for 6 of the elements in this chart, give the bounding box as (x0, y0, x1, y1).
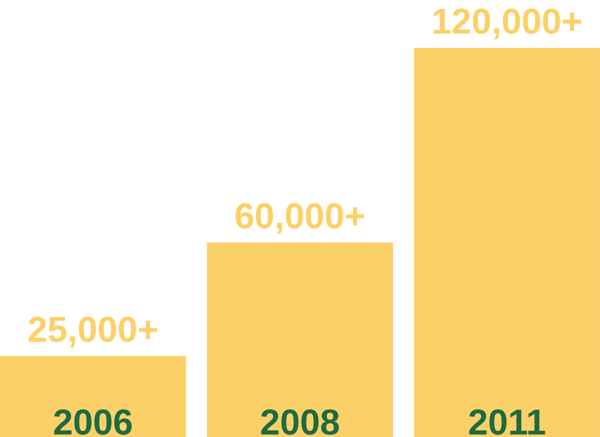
x-tick-label: 2008 (261, 409, 339, 435)
data-label: 60,000+ (236, 203, 364, 234)
x-tick-label: 2006 (54, 409, 132, 435)
x-tick-label: 2011 (469, 409, 546, 435)
data-label: 25,000+ (28, 316, 158, 348)
data-label: 120,000+ (434, 8, 582, 40)
